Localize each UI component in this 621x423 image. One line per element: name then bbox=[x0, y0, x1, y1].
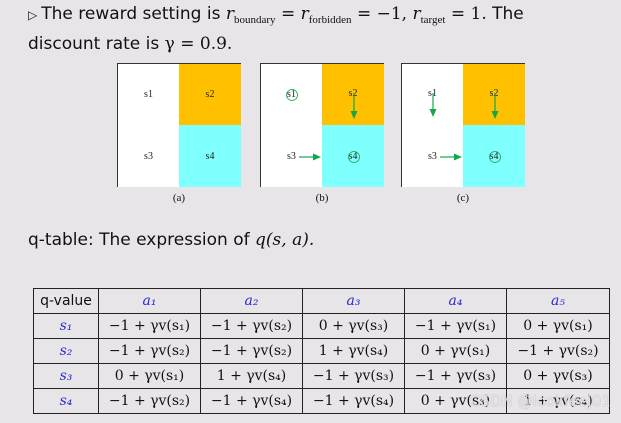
cell-s4: s4 bbox=[179, 125, 241, 187]
table-cell: −1 + γv(s₁) bbox=[98, 313, 201, 339]
q-table: q-value a₁ a₂ a₃ a₄ a₅ s₁ −1 + γv(s₁) −1… bbox=[33, 288, 610, 414]
cell-s1: s1 bbox=[402, 64, 464, 126]
r-boundary: rboundary bbox=[225, 4, 276, 26]
table-cell: 1 + γv(s₄) bbox=[302, 338, 405, 364]
qtable-heading: q-table: The expression of q(s, a). bbox=[28, 230, 314, 250]
cell-s4: s4 bbox=[463, 125, 525, 187]
r-forbidden: rforbidden bbox=[300, 4, 352, 26]
row-header-s4: s₄ bbox=[33, 388, 99, 414]
bullet-triangle-icon: ▷ bbox=[28, 8, 38, 22]
table-cell: −1 + γv(s₂) bbox=[98, 338, 201, 364]
table-cell: 0 + γv(s₁) bbox=[506, 313, 610, 339]
gamma-value: γ = 0.9. bbox=[164, 34, 233, 54]
table-row: s₃ 0 + γv(s₁) 1 + γv(s₄) −1 + γv(s₃) −1 … bbox=[33, 363, 610, 389]
discount-text: discount rate is bbox=[28, 34, 160, 54]
table-cell: −1 + γv(s₄) bbox=[302, 388, 405, 414]
table-cell: 0 + γv(s₃) bbox=[302, 313, 405, 339]
table-row: s₄ −1 + γv(s₂) −1 + γv(s₄) −1 + γv(s₄) 0… bbox=[33, 388, 610, 414]
cell-s1: s1 bbox=[118, 64, 180, 126]
reward-setting-line: ▷ The reward setting is rboundary = rforb… bbox=[28, 4, 524, 26]
reward-text-tail: The bbox=[492, 4, 524, 24]
grid-figure-a: s1 s2 s3 s4 bbox=[117, 63, 241, 187]
row-header-s2: s₂ bbox=[33, 338, 99, 364]
cell-s3: s3 bbox=[402, 125, 464, 187]
cell-s3: s3 bbox=[118, 125, 180, 187]
corner-header: q-value bbox=[33, 288, 99, 314]
header-a3: a₃ bbox=[302, 288, 405, 314]
cell-s2: s2 bbox=[179, 64, 241, 126]
table-cell: −1 + γv(s₂) bbox=[98, 388, 201, 414]
grid-figure-c: s1 s2 s3 s4 bbox=[401, 63, 525, 187]
q-expression: q(s, a). bbox=[255, 230, 315, 250]
table-cell: −1 + γv(s₁) bbox=[404, 313, 507, 339]
table-header-row: q-value a₁ a₂ a₃ a₄ a₅ bbox=[33, 288, 610, 314]
caption-a: (a) bbox=[172, 192, 186, 204]
table-row: s₂ −1 + γv(s₂) −1 + γv(s₂) 1 + γv(s₄) 0 … bbox=[33, 338, 610, 364]
table-cell: 1 + γv(s₄) bbox=[506, 388, 610, 414]
cell-s1: s1 bbox=[261, 64, 323, 126]
cell-s3: s3 bbox=[261, 125, 323, 187]
grid-figure-b: s1 s2 s3 s4 bbox=[260, 63, 384, 187]
watermark: CSDN @lookfeej01 bbox=[470, 392, 611, 410]
header-a4: a₄ bbox=[404, 288, 507, 314]
header-a5: a₅ bbox=[506, 288, 610, 314]
cell-s2: s2 bbox=[463, 64, 525, 126]
table-cell: −1 + γv(s₄) bbox=[200, 388, 303, 414]
table-cell: −1 + γv(s₂) bbox=[200, 313, 303, 339]
table-cell: 0 + γv(s₁) bbox=[404, 338, 507, 364]
row-header-s1: s₁ bbox=[33, 313, 99, 339]
target-value: = 1. bbox=[450, 4, 487, 24]
table-row: s₁ −1 + γv(s₁) −1 + γv(s₂) 0 + γv(s₃) −1… bbox=[33, 313, 610, 339]
table-cell: 0 + γv(s₁) bbox=[98, 363, 201, 389]
cell-s2: s2 bbox=[322, 64, 384, 126]
caption-c: (c) bbox=[456, 192, 470, 204]
table-cell: −1 + γv(s₃) bbox=[404, 363, 507, 389]
table-cell: −1 + γv(s₂) bbox=[200, 338, 303, 364]
table-cell: 0 + γv(s₃) bbox=[404, 388, 507, 414]
header-a2: a₂ bbox=[200, 288, 303, 314]
caption-b: (b) bbox=[315, 192, 329, 204]
table-cell: −1 + γv(s₃) bbox=[302, 363, 405, 389]
table-cell: −1 + γv(s₂) bbox=[506, 338, 610, 364]
header-a1: a₁ bbox=[98, 288, 201, 314]
cell-s4: s4 bbox=[322, 125, 384, 187]
forbidden-value: = −1, bbox=[356, 4, 408, 24]
table-cell: 0 + γv(s₃) bbox=[506, 363, 610, 389]
table-cell: 1 + γv(s₄) bbox=[200, 363, 303, 389]
reward-text: The reward setting is bbox=[41, 4, 221, 24]
discount-line: discount rate is γ = 0.9. bbox=[28, 34, 232, 54]
row-header-s3: s₃ bbox=[33, 363, 99, 389]
qtable-heading-text: q-table: The expression of bbox=[28, 230, 250, 250]
r-target: rtarget bbox=[412, 4, 446, 26]
